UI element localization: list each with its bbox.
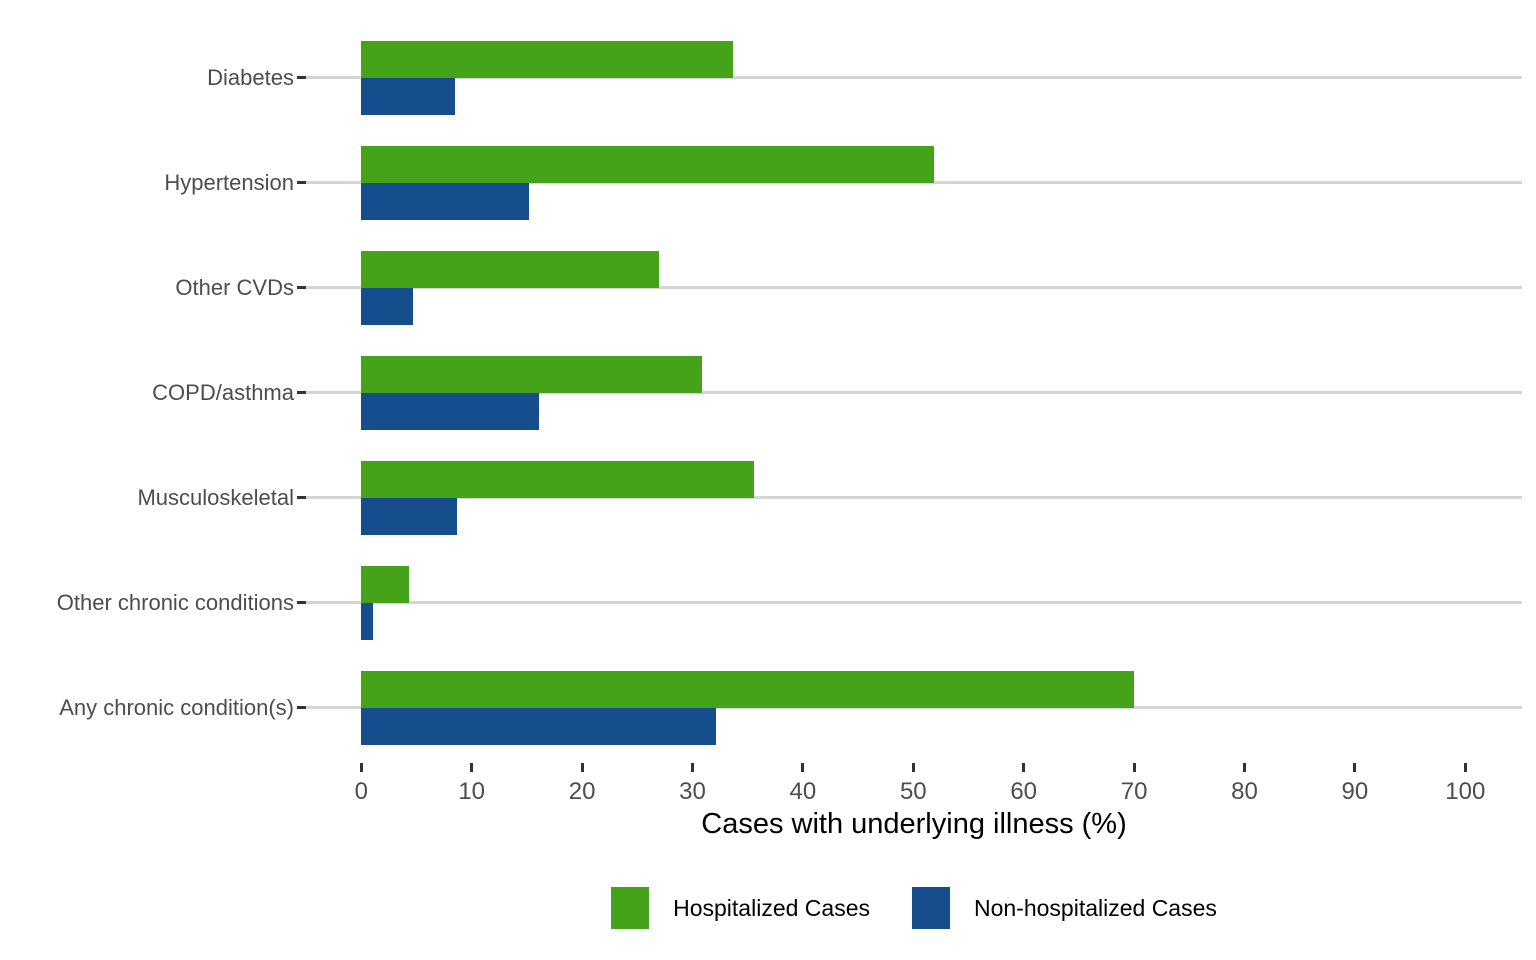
x-axis-title: Cases with underlying illness (%) bbox=[701, 808, 1127, 840]
bar-non-hospitalized bbox=[361, 182, 530, 220]
legend-label-non-hospitalized: Non-hospitalized Cases bbox=[973, 894, 1217, 921]
bar-non-hospitalized bbox=[361, 707, 716, 745]
x-tick-label: 60 bbox=[1010, 778, 1038, 805]
grid-line bbox=[306, 181, 1522, 184]
category-label: Any chronic condition(s) bbox=[59, 694, 294, 720]
bar-non-hospitalized bbox=[361, 287, 414, 325]
x-tick-label: 80 bbox=[1231, 778, 1258, 805]
y-tick bbox=[297, 496, 306, 499]
x-tick-label: 20 bbox=[568, 778, 596, 805]
x-tick-label: 90 bbox=[1341, 778, 1369, 805]
grid-line bbox=[306, 391, 1522, 394]
grid-line bbox=[306, 706, 1522, 709]
x-tick bbox=[801, 763, 805, 772]
bar-hospitalized bbox=[361, 565, 409, 603]
bar-hospitalized bbox=[361, 145, 935, 183]
x-tick bbox=[1353, 763, 1357, 772]
y-tick bbox=[297, 181, 306, 184]
x-tick bbox=[911, 763, 915, 772]
y-tick bbox=[297, 76, 306, 79]
bar-non-hospitalized bbox=[361, 392, 540, 430]
grid-line bbox=[306, 601, 1522, 604]
x-tick-label: 100 bbox=[1445, 778, 1486, 805]
category-label: Hypertension bbox=[164, 169, 294, 195]
category-label: Other CVDs bbox=[175, 274, 294, 300]
legend: Hospitalized Cases Non-hospitalized Case… bbox=[306, 880, 1522, 936]
x-tick-label: 50 bbox=[899, 778, 927, 805]
x-tick bbox=[359, 763, 363, 772]
x-tick bbox=[580, 763, 584, 772]
legend-key-non-hospitalized bbox=[911, 887, 950, 929]
x-tick bbox=[1022, 763, 1026, 772]
legend-key-hospitalized bbox=[611, 887, 650, 929]
category-label: Other chronic conditions bbox=[56, 589, 294, 615]
category-label: Diabetes bbox=[207, 64, 294, 90]
x-tick-label: 70 bbox=[1120, 778, 1148, 805]
x-tick-label: 40 bbox=[789, 778, 817, 805]
y-tick bbox=[297, 706, 306, 709]
bar-hospitalized bbox=[361, 40, 734, 78]
bar-non-hospitalized bbox=[361, 77, 456, 115]
y-tick bbox=[297, 286, 306, 289]
x-tick bbox=[470, 763, 474, 772]
bar-non-hospitalized bbox=[361, 497, 458, 535]
y-tick bbox=[297, 391, 306, 394]
x-tick bbox=[1132, 763, 1136, 772]
x-tick-label: 10 bbox=[458, 778, 486, 805]
x-tick bbox=[1463, 763, 1467, 772]
grid-line bbox=[306, 76, 1522, 79]
x-tick bbox=[691, 763, 694, 772]
x-tick-label: 0 bbox=[354, 778, 368, 805]
grid-line bbox=[306, 496, 1522, 499]
legend-item-non-hospitalized: Non-hospitalized Cases bbox=[911, 887, 1217, 929]
category-label: COPD/asthma bbox=[152, 379, 294, 405]
x-tick-label: 30 bbox=[679, 778, 706, 805]
bar-non-hospitalized bbox=[361, 602, 374, 640]
bar-hospitalized bbox=[361, 460, 755, 498]
y-tick bbox=[297, 601, 306, 604]
bar-hospitalized bbox=[361, 355, 703, 393]
legend-label-hospitalized: Hospitalized Cases bbox=[673, 894, 870, 921]
bar-hospitalized bbox=[361, 250, 660, 288]
bar-hospitalized bbox=[361, 670, 1135, 708]
category-label: Musculoskeletal bbox=[137, 484, 294, 510]
legend-item-hospitalized: Hospitalized Cases bbox=[611, 887, 870, 929]
grid-line bbox=[306, 286, 1522, 289]
x-tick bbox=[1243, 763, 1246, 772]
